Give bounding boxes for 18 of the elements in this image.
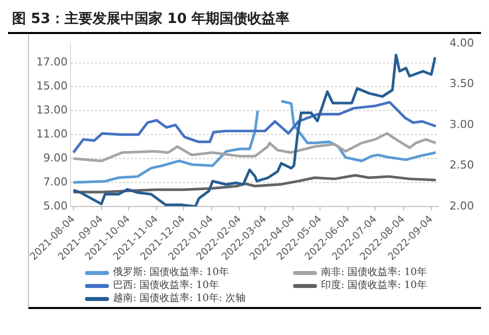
y-tick-label: 15.00 (36, 80, 68, 93)
legend-label: 巴西: 国债收益率: 10年 (113, 279, 219, 292)
y-tick-label: 5.00 (43, 199, 68, 212)
y2-tick-label: 2.50 (450, 158, 474, 172)
legend-label: 俄罗斯: 国债收益率: 10年 (113, 266, 229, 279)
y2-tick-label: 3.00 (450, 118, 474, 131)
y2-tick-label: 2.00 (450, 199, 474, 212)
y-tick-label: 7.00 (43, 175, 68, 188)
y-tick-label: 17.00 (36, 56, 68, 69)
y2-tick-label: 4.00 (450, 36, 474, 50)
y2-tick-label: 3.50 (450, 77, 474, 90)
legend-label: 南非: 国债收益率: 10年 (321, 266, 427, 279)
chart-title: 图 53：主要发展中国家 10 年期国债收益率 (8, 8, 481, 34)
legend-label: 越南: 国债收益率: 10年: 次轴 (113, 292, 246, 305)
legend-label: 印度: 国债收益率: 10年 (321, 279, 427, 292)
y-tick-label: 13.00 (36, 104, 68, 117)
y-tick-label: 11.00 (36, 127, 68, 140)
y-tick-label: 9.00 (43, 151, 68, 164)
